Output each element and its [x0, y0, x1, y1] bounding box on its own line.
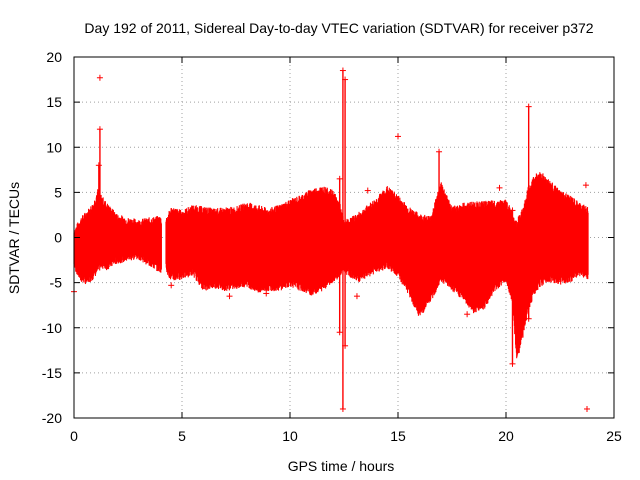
- y-tick-label: 5: [54, 184, 62, 200]
- y-axis-label: SDTVAR / TECUs: [6, 182, 22, 294]
- outlier-point: [464, 311, 471, 318]
- y-tick-label: -10: [42, 320, 62, 336]
- x-tick-label: 0: [70, 428, 78, 444]
- x-tick-label: 25: [606, 428, 622, 444]
- x-tick-label: 5: [178, 428, 186, 444]
- x-axis-label: GPS time / hours: [288, 458, 395, 474]
- chart-title: Day 192 of 2011, Sidereal Day-to-day VTE…: [84, 20, 593, 36]
- data-series-sdtvar: [71, 67, 590, 412]
- axis-ticks: 0 5 10 15 20 25 -20 -15 -10 -5 0 5 10 15 20: [42, 49, 622, 444]
- outlier-point: [226, 293, 233, 300]
- outlier-point: [582, 182, 589, 189]
- y-tick-label: 10: [46, 139, 62, 155]
- outlier-point: [263, 290, 270, 297]
- y-tick-label: 15: [46, 94, 62, 110]
- outlier-point: [353, 293, 360, 300]
- y-tick-label: -15: [42, 365, 62, 381]
- y-tick-label: 0: [54, 230, 62, 246]
- outlier-point: [584, 405, 590, 412]
- outlier-point: [395, 133, 401, 140]
- outlier-point: [168, 282, 175, 289]
- x-tick-label: 20: [498, 428, 514, 444]
- outlier-point: [496, 184, 503, 191]
- y-tick-label: 20: [46, 49, 62, 65]
- y-tick-label: -20: [42, 410, 62, 426]
- outlier-point: [364, 187, 371, 194]
- outlier-point: [96, 74, 103, 81]
- x-tick-label: 10: [282, 428, 298, 444]
- y-tick-label: -5: [50, 275, 63, 291]
- x-tick-label: 15: [390, 428, 406, 444]
